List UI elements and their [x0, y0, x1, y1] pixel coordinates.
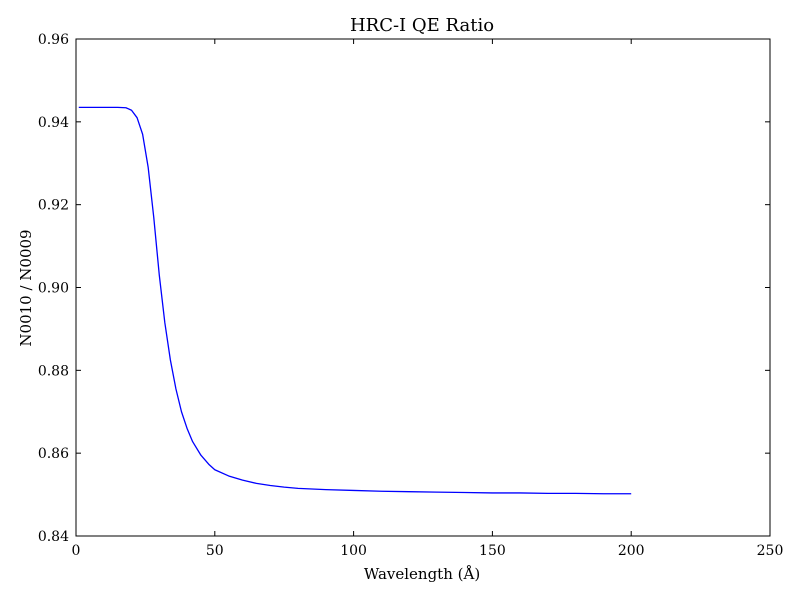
y-axis-label: N0010 / N0009	[17, 229, 35, 346]
x-tick-label: 250	[757, 543, 784, 559]
ticks-layer: 0 50 100 150 200 250 0.84 0.86 0.88 0.90 0.92 0.94 0…	[38, 32, 784, 559]
y-tick-label: 0.94	[38, 115, 69, 131]
y-tick-label: 0.96	[38, 32, 69, 48]
y-tick-label: 0.88	[38, 363, 69, 379]
series-line	[78, 106, 632, 495]
y-tick-label: 0.90	[38, 281, 69, 297]
x-tick-label: 150	[479, 543, 506, 559]
y-tick-label: 0.92	[38, 198, 69, 214]
x-axis-label: Wavelength (Å)	[364, 565, 480, 583]
x-tick-label: 200	[618, 543, 645, 559]
x-tick-label: 0	[72, 543, 81, 559]
x-tick-label: 100	[340, 543, 367, 559]
x-tick-label: 50	[206, 543, 224, 559]
y-tick-label: 0.86	[38, 446, 69, 462]
plot-area-frame	[75, 38, 771, 537]
y-tick-label: 0.84	[38, 529, 69, 545]
chart-title: HRC-I QE Ratio	[350, 15, 494, 36]
series-layer	[78, 106, 632, 495]
